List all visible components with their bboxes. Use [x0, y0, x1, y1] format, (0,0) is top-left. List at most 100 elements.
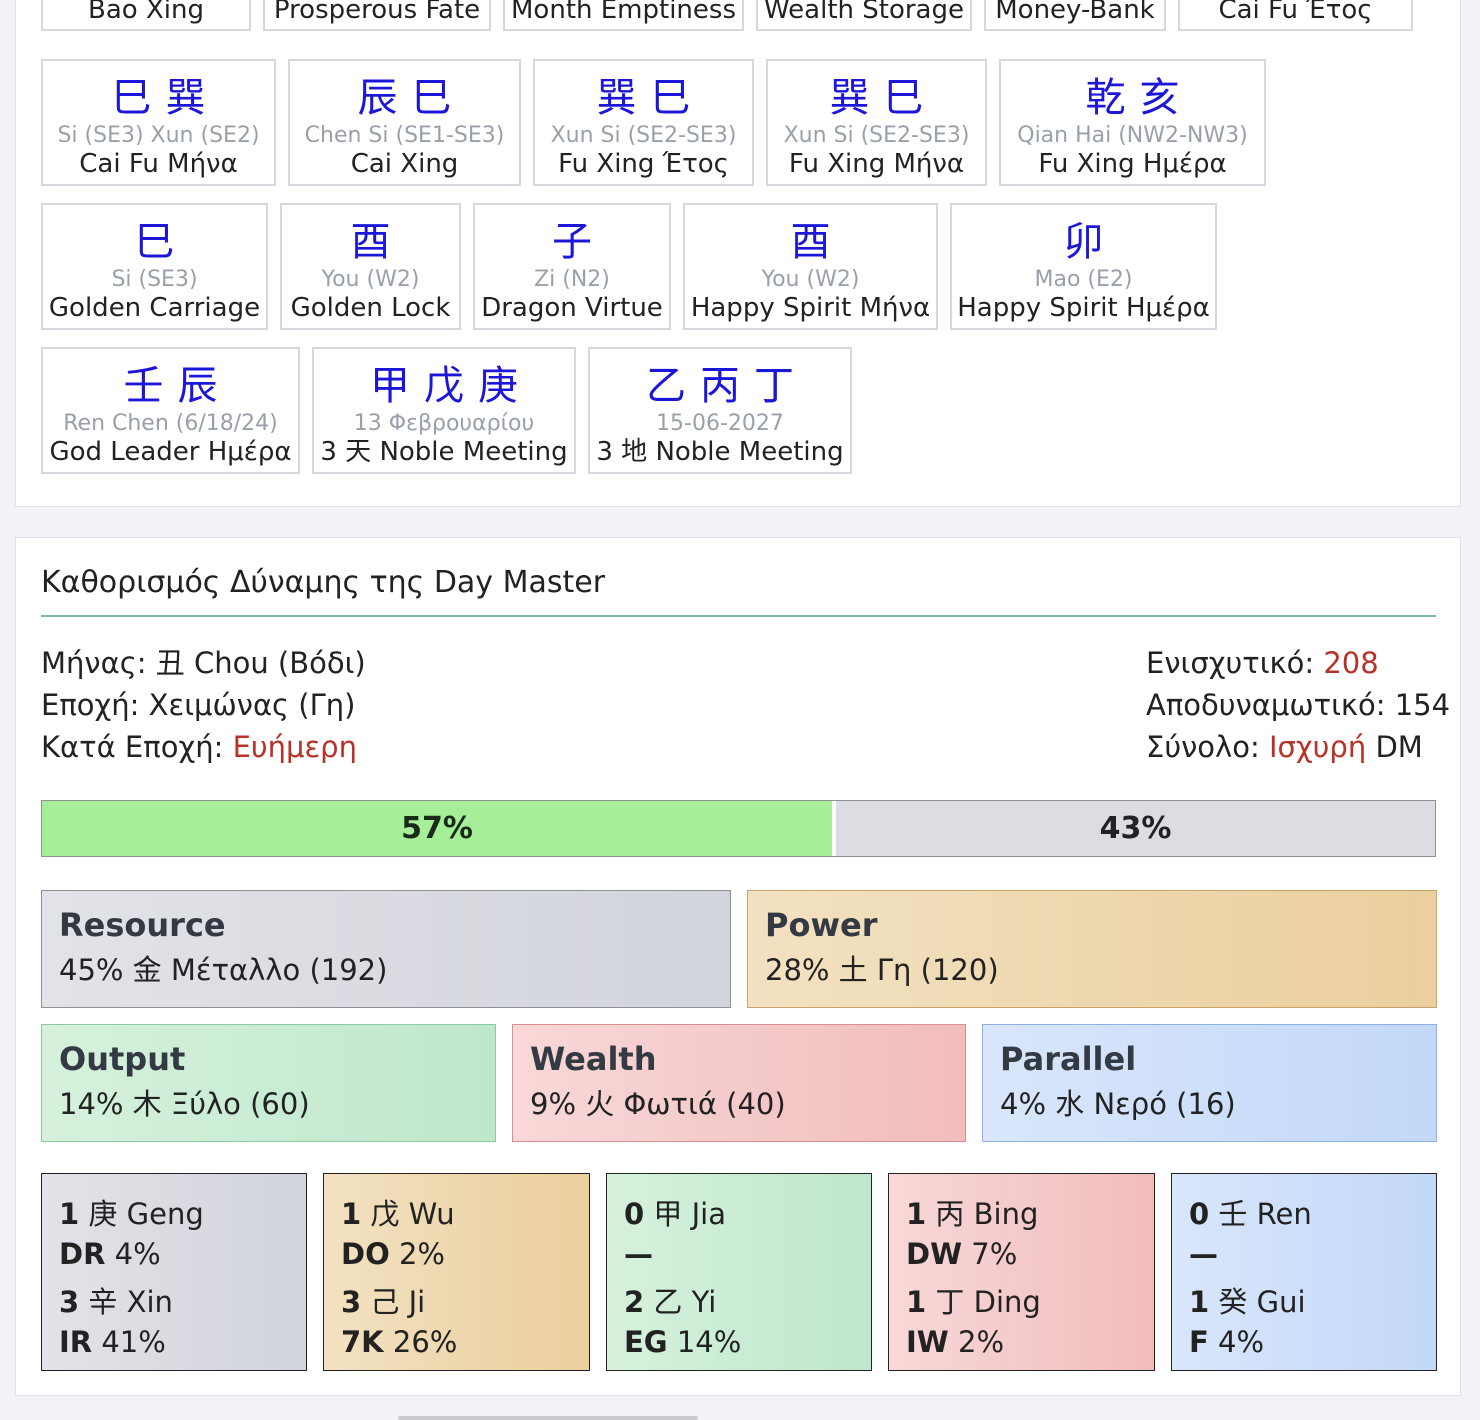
stem-name: 甲 Jia [653, 1197, 727, 1231]
star-card[interactable]: 巳 Si (SE3) Golden Carriage [41, 203, 268, 330]
star-name: Golden Lock [290, 293, 451, 323]
stem-percent: 26% [392, 1325, 458, 1359]
star-chars: 壬辰 [123, 363, 232, 409]
star-name: Happy Spirit Ημέρα [957, 293, 1210, 323]
star-name: Month Emptiness [511, 0, 736, 25]
weakening-value: 154 [1394, 688, 1451, 722]
stem-god: DR [59, 1237, 106, 1271]
star-location: Si (SE3) Xun (SE2) [57, 123, 260, 148]
stem-name: 庚 Geng [88, 1197, 204, 1231]
stem-percent: 41% [101, 1325, 166, 1359]
star-location: Ren Chen (6/18/24) [63, 411, 278, 436]
stem-card-earth: 1 戊 Wu DO 2% 3 己 Ji 7K 26% [323, 1173, 590, 1371]
star-card[interactable]: 卯 Mao (E2) Happy Spirit Ημέρα [950, 203, 1217, 330]
by-season-label: Κατά Εποχή: [41, 730, 224, 764]
group-title: Output [59, 1040, 186, 1078]
stem-count: 1 [59, 1197, 80, 1231]
stem-name: 丙 Bing [935, 1197, 1039, 1231]
star-chars: 巳 [134, 219, 189, 265]
group-card-power: Power 28% 土 Γη (120) [747, 890, 1437, 1008]
star-card[interactable]: 辰巳 Chen Si (SE1-SE3) Cai Xing [288, 59, 521, 186]
stem-card-fire: 1 丙 Bing DW 7% 1 丁 Ding IW 2% [888, 1173, 1155, 1371]
star-name: Bao Xing [88, 0, 204, 25]
stem-name: 癸 Gui [1218, 1285, 1306, 1319]
strength-bar-strong: 57% [42, 801, 836, 856]
star-card[interactable]: Month Emptiness [503, 0, 744, 31]
star-card[interactable]: Cai Fu Έτος [1178, 0, 1413, 31]
stem-name: 丁 Ding [935, 1285, 1041, 1319]
group-title: Parallel [1000, 1040, 1137, 1078]
star-chars: 巽巳 [596, 75, 705, 121]
star-location: Mao (E2) [1034, 267, 1133, 292]
star-card[interactable]: 甲戊庚 13 Φεβρουαρίου 3 天 Noble Meeting [312, 347, 576, 474]
star-name: Fu Xing Ημέρα [1038, 149, 1227, 179]
stem-name: 戊 Wu [370, 1197, 455, 1231]
star-location: Chen Si (SE1-SE3) [304, 123, 505, 148]
star-card[interactable]: 酉 You (W2) Golden Lock [280, 203, 461, 330]
divider [41, 615, 1436, 617]
stem-count: 3 [341, 1285, 362, 1319]
star-name: Cai Fu Μήνα [79, 149, 238, 179]
star-card[interactable]: Money-Bank [984, 0, 1166, 31]
star-name: Prosperous Fate [273, 0, 481, 25]
group-value: 4% 水 Νερό (16) [1000, 1087, 1236, 1121]
star-chars: 甲戊庚 [370, 363, 532, 409]
star-name: Happy Spirit Μήνα [690, 293, 931, 323]
stem-god: — [624, 1237, 653, 1271]
stem-percent: 14% [676, 1325, 742, 1359]
star-card[interactable]: 乙丙丁 15-06-2027 3 地 Noble Meeting [588, 347, 852, 474]
month-label: Μήνας: [41, 646, 147, 680]
stem-name: 壬 Ren [1218, 1197, 1312, 1231]
stem-card-metal: 1 庚 Geng DR 4% 3 辛 Xin IR 41% [41, 1173, 307, 1371]
supporting-label: Ενισχυτικό: [1146, 646, 1315, 680]
star-card[interactable]: 巳巽 Si (SE3) Xun (SE2) Cai Fu Μήνα [41, 59, 276, 186]
star-name: Cai Fu Έτος [1218, 0, 1373, 25]
stars-panel: Bao Xing Prosperous Fate Month Emptiness… [15, 0, 1461, 507]
star-card[interactable]: Wealth Storage [756, 0, 972, 31]
star-location: Si (SE3) [111, 267, 198, 292]
scrollbar-thumb[interactable] [398, 1416, 698, 1420]
stem-percent: 2% [958, 1325, 1005, 1359]
star-card[interactable]: 酉 You (W2) Happy Spirit Μήνα [683, 203, 938, 330]
star-card[interactable]: Bao Xing [41, 0, 251, 31]
total-suffix: DM [1375, 730, 1423, 764]
stem-count: 0 [624, 1197, 645, 1231]
star-location: Qian Hai (NW2-NW3) [1017, 123, 1248, 148]
stem-name: 己 Ji [370, 1285, 426, 1319]
group-value: 9% 火 Φωτιά (40) [530, 1087, 786, 1121]
section-title: Καθορισμός Δύναμης της Day Master [41, 565, 606, 600]
group-title: Power [765, 906, 878, 944]
stem-god: IW [906, 1325, 949, 1359]
stem-name: 乙 Yi [653, 1285, 717, 1319]
stem-god: IR [59, 1325, 93, 1359]
star-card[interactable]: 子 Zi (N2) Dragon Virtue [473, 203, 671, 330]
stem-count: 2 [624, 1285, 645, 1319]
star-card[interactable]: 巽巳 Xun Si (SE2-SE3) Fu Xing Μήνα [766, 59, 987, 186]
stem-count: 3 [59, 1285, 80, 1319]
stem-percent: 4% [1218, 1325, 1265, 1359]
stem-percent: 7% [971, 1237, 1018, 1271]
season-label: Εποχή: [41, 688, 140, 722]
star-chars: 巳巽 [111, 75, 220, 121]
star-chars: 辰巳 [357, 75, 466, 121]
stem-god: 7K [341, 1325, 384, 1359]
season-value: Χειμώνας (Γη) [148, 688, 356, 722]
star-card[interactable]: Prosperous Fate [263, 0, 491, 31]
star-name: God Leader Ημέρα [49, 437, 292, 467]
group-card-output: Output 14% 木 Ξύλο (60) [41, 1024, 496, 1142]
stem-card-water: 0 壬 Ren — 1 癸 Gui F 4% [1171, 1173, 1437, 1371]
star-name: 3 天 Noble Meeting [320, 437, 568, 467]
star-card[interactable]: 壬辰 Ren Chen (6/18/24) God Leader Ημέρα [41, 347, 300, 474]
star-card[interactable]: 乾亥 Qian Hai (NW2-NW3) Fu Xing Ημέρα [999, 59, 1266, 186]
stem-god: — [1189, 1237, 1218, 1271]
star-name: Golden Carriage [48, 293, 261, 323]
star-name: Wealth Storage [763, 0, 964, 25]
star-card[interactable]: 巽巳 Xun Si (SE2-SE3) Fu Xing Έτος [533, 59, 754, 186]
star-location: You (W2) [761, 267, 860, 292]
stem-percent: 4% [114, 1237, 161, 1271]
star-location: 15-06-2027 [656, 411, 784, 436]
supporting-stat: Ενισχυτικό: 208 [1146, 646, 1379, 680]
group-value: 45% 金 Μέταλλο (192) [59, 953, 388, 987]
strength-bar: 57% 43% [41, 800, 1436, 857]
strength-bar-weak: 43% [1099, 811, 1172, 846]
